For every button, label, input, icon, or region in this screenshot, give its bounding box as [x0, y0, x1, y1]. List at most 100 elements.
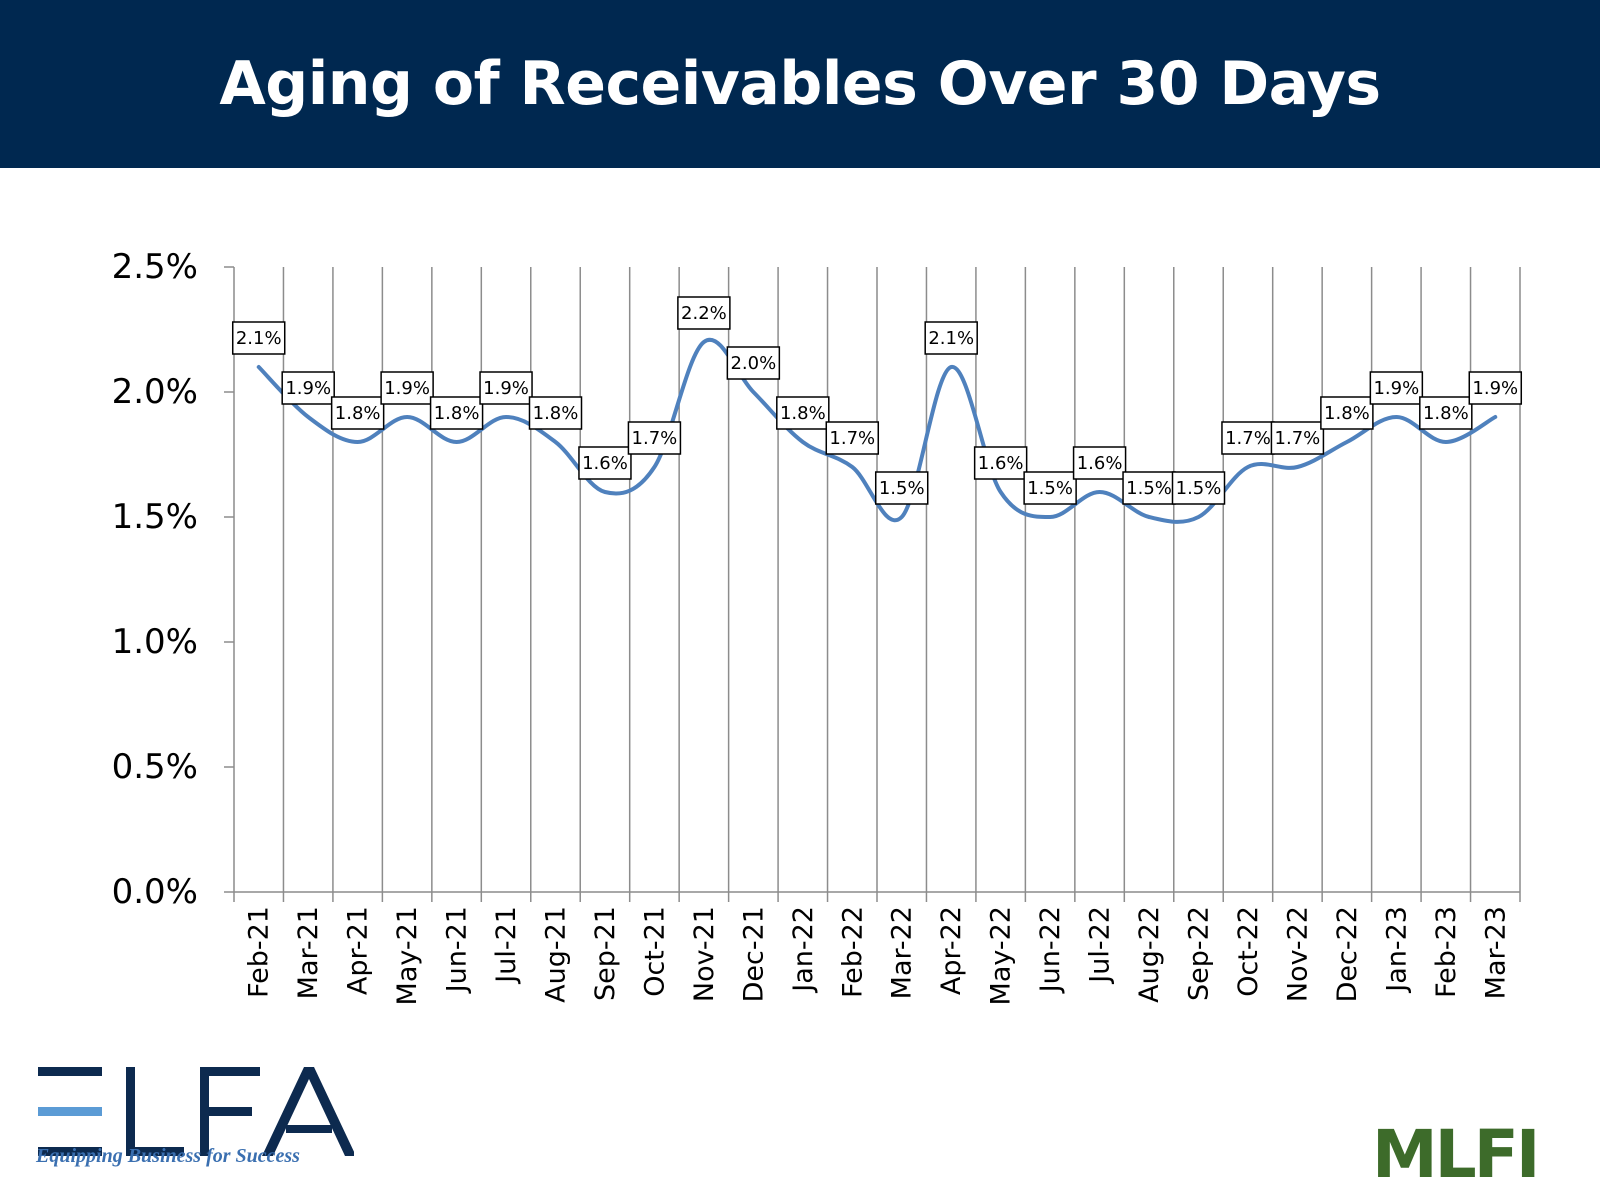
elfa-lfa-letters	[126, 1067, 354, 1156]
data-labels: 2.1%1.9%1.8%1.9%1.8%1.9%1.8%1.6%1.7%2.2%…	[231, 296, 1523, 505]
x-tick-label: Feb-21	[244, 906, 275, 998]
data-label: 1.6%	[973, 446, 1028, 480]
series-line	[256, 337, 1498, 524]
data-label: 2.1%	[231, 321, 286, 355]
y-tick-label: 0.0%	[112, 872, 198, 912]
data-label-text: 2.1%	[928, 328, 974, 349]
data-label-box	[429, 396, 484, 430]
data-label-box	[1171, 471, 1226, 505]
x-tick-label: Oct-21	[639, 906, 670, 997]
x-tick-label: Feb-22	[837, 906, 868, 998]
data-label: 1.5%	[1023, 471, 1077, 505]
data-label-box	[330, 396, 385, 430]
data-label-box	[231, 321, 286, 355]
data-label: 1.6%	[578, 446, 632, 480]
x-tick-label: Aug-21	[541, 906, 572, 1003]
data-label-text: 1.5%	[1027, 478, 1073, 499]
data-label-text: 2.2%	[681, 303, 727, 324]
data-label-box	[973, 446, 1028, 480]
data-label: 1.9%	[1369, 371, 1424, 405]
data-label: 1.5%	[1171, 471, 1226, 505]
x-tick-label: Dec-22	[1332, 906, 1363, 1002]
data-label-text: 1.6%	[582, 453, 628, 474]
x-tick-label: Oct-22	[1233, 906, 1264, 997]
data-label-text: 1.7%	[1275, 428, 1321, 449]
data-label: 1.7%	[825, 421, 880, 455]
data-label-box	[1419, 396, 1473, 430]
elfa-tagline: Equipping Business for Success	[36, 1145, 300, 1167]
data-label-text: 1.9%	[1472, 378, 1518, 399]
mlfi-logo: MLFI	[1372, 1122, 1540, 1188]
data-label-box	[1320, 396, 1374, 430]
x-tick-label: Apr-22	[936, 906, 967, 995]
x-tick-label: Mar-21	[293, 906, 324, 999]
data-label-text: 1.8%	[1324, 403, 1370, 424]
x-tick-label: Jul-22	[1085, 906, 1116, 985]
data-label-text: 1.8%	[434, 403, 480, 424]
data-label: 1.8%	[776, 396, 830, 430]
data-label-box	[528, 396, 583, 430]
data-label-box	[1122, 471, 1176, 505]
x-tick-label: Apr-21	[343, 906, 374, 995]
data-label: 1.8%	[429, 396, 484, 430]
data-label: 1.6%	[1072, 446, 1127, 480]
y-tick-label: 2.5%	[112, 247, 198, 287]
data-label-box	[281, 371, 335, 405]
x-tick-label: Jul-21	[491, 906, 522, 985]
data-label: 1.8%	[330, 396, 385, 430]
data-label: 1.9%	[380, 371, 434, 405]
data-label: 1.5%	[1122, 471, 1176, 505]
data-label-text: 1.7%	[632, 428, 678, 449]
x-tick-label: Feb-23	[1431, 906, 1462, 998]
data-label-box	[627, 421, 682, 455]
data-label-box	[479, 371, 533, 405]
data-label-text: 1.9%	[384, 378, 430, 399]
data-label-box	[578, 446, 632, 480]
data-label-text: 1.8%	[1423, 403, 1469, 424]
data-label-text: 1.7%	[829, 428, 875, 449]
data-label-box	[1468, 371, 1523, 405]
y-tick-label: 1.0%	[112, 622, 198, 662]
data-label-text: 2.0%	[730, 353, 776, 374]
x-tick-label: Nov-21	[689, 906, 720, 1002]
data-label: 1.8%	[1419, 396, 1473, 430]
x-tick-label: Sep-22	[1184, 906, 1215, 1001]
data-label-box	[380, 371, 434, 405]
x-tick-label: Sep-21	[590, 906, 621, 1001]
data-label-text: 1.8%	[780, 403, 826, 424]
data-label: 1.9%	[479, 371, 533, 405]
data-label: 1.7%	[1270, 421, 1325, 455]
data-label-text: 1.5%	[879, 478, 925, 499]
data-label-text: 1.9%	[483, 378, 529, 399]
data-label-box	[874, 471, 929, 505]
data-label: 1.8%	[528, 396, 583, 430]
y-tick-label: 1.5%	[112, 497, 198, 537]
data-label-text: 1.8%	[533, 403, 579, 424]
data-label-box	[776, 396, 830, 430]
x-tick-label: Jun-21	[442, 906, 473, 994]
x-tick-label: Dec-21	[738, 906, 769, 1002]
data-label-text: 1.9%	[285, 378, 331, 399]
data-label: 1.8%	[1320, 396, 1374, 430]
data-label: 2.0%	[726, 346, 781, 380]
data-label-text: 1.5%	[1126, 478, 1172, 499]
data-label: 1.7%	[1221, 421, 1275, 455]
data-label-box	[726, 346, 781, 380]
data-label-text: 2.1%	[236, 328, 282, 349]
data-label-text: 1.5%	[1176, 478, 1222, 499]
x-tick-label: Jan-23	[1381, 906, 1412, 994]
data-label: 1.9%	[1468, 371, 1523, 405]
page-title: Aging of Receivables Over 30 Days	[219, 49, 1381, 119]
data-label-box	[825, 421, 880, 455]
y-tick-label: 2.0%	[112, 372, 198, 412]
data-label-box	[1072, 446, 1127, 480]
elfa-logo	[38, 1067, 354, 1156]
x-tick-label: May-22	[986, 906, 1017, 1005]
data-label-box	[1023, 471, 1077, 505]
x-tick-label: Nov-22	[1282, 906, 1313, 1002]
y-tick-labels: 0.0% 0.5% 1.0% 1.5% 2.0% 2.5%	[112, 247, 198, 912]
data-label: 1.5%	[874, 471, 929, 505]
x-tick-label: May-21	[392, 906, 423, 1005]
x-tick-label: Aug-22	[1134, 906, 1165, 1003]
series-path	[256, 337, 1498, 524]
